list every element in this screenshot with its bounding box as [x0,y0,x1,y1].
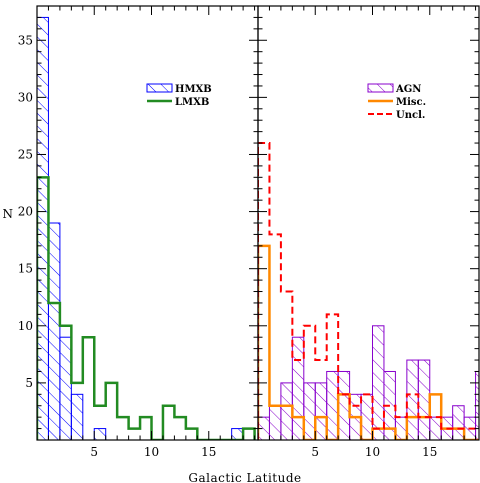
uncl-step-line [258,142,479,440]
ytick-label-25: 25 [18,147,33,161]
agn-bar-6 [326,370,339,440]
agn-bar-17 [452,405,465,440]
panel-2-plot-area [258,142,479,440]
y-axis-label: N [3,207,14,221]
agn-bar-10 [372,325,385,440]
panel-1-legend: HMXB LMXB [146,83,212,108]
ytick-label-5: 5 [25,376,33,390]
ytick-label-15: 15 [18,262,33,276]
ytick-label-35: 35 [18,33,33,47]
panel-2-xtick-label-10: 10 [365,445,380,459]
panel-1-xtick-label-10: 10 [144,445,159,459]
ytick-label-20: 20 [18,205,33,219]
panel-1-xtick-label-5: 5 [90,445,98,459]
agn-bar-14 [417,359,431,440]
plot-layer: 5 10 15 5 10 15 20 25 30 35 HMXB LMXB 5 10 15 AGN Misc. U… [18,5,480,459]
agn-bar-4 [303,382,316,440]
hmxb-bar-5 [93,428,107,440]
panel-1-xtick-label-15: 15 [201,445,216,459]
legend-label-lmxb: LMXB [175,97,209,108]
legend-label-hmxb: HMXB [175,84,212,95]
legend-swatch-hmxb [146,83,173,93]
hmxb-bar-0 [37,16,49,440]
x-axis-label: Galactic Latitude [188,471,301,483]
agn-bar-7 [337,370,351,440]
agn-bar-3 [291,336,305,440]
panel-2-frame [257,5,480,441]
panel-2-xtick-label-5: 5 [311,445,319,459]
legend-label-agn: AGN [395,84,421,95]
agn-bar-2 [280,382,293,440]
legend-label-misc: Misc. [396,97,426,108]
ytick-label-30: 30 [18,90,33,104]
misc-step-line [258,244,479,440]
agn-bar-15 [429,416,442,440]
ytick-label-10: 10 [18,319,33,333]
lmxb-step-line [37,176,256,440]
legend-label-uncl: Uncl. [396,110,425,121]
hmxb-bar-3 [70,393,84,440]
agn-bar-1 [268,405,282,440]
hmxb-bar-17 [231,428,244,440]
agn-bar-12 [394,416,408,440]
hmxb-bar-2 [59,336,72,440]
agn-bar-13 [406,359,419,440]
agn-bar-9 [360,393,374,440]
panel-1-plot-area [37,16,256,440]
panel-2-legend: AGN Misc. Uncl. [367,83,426,121]
legend-swatch-agn [367,83,394,93]
agn-bar-5 [314,382,328,440]
hmxb-bar-1 [47,222,61,440]
panel-2-xtick-label-15: 15 [422,445,437,459]
